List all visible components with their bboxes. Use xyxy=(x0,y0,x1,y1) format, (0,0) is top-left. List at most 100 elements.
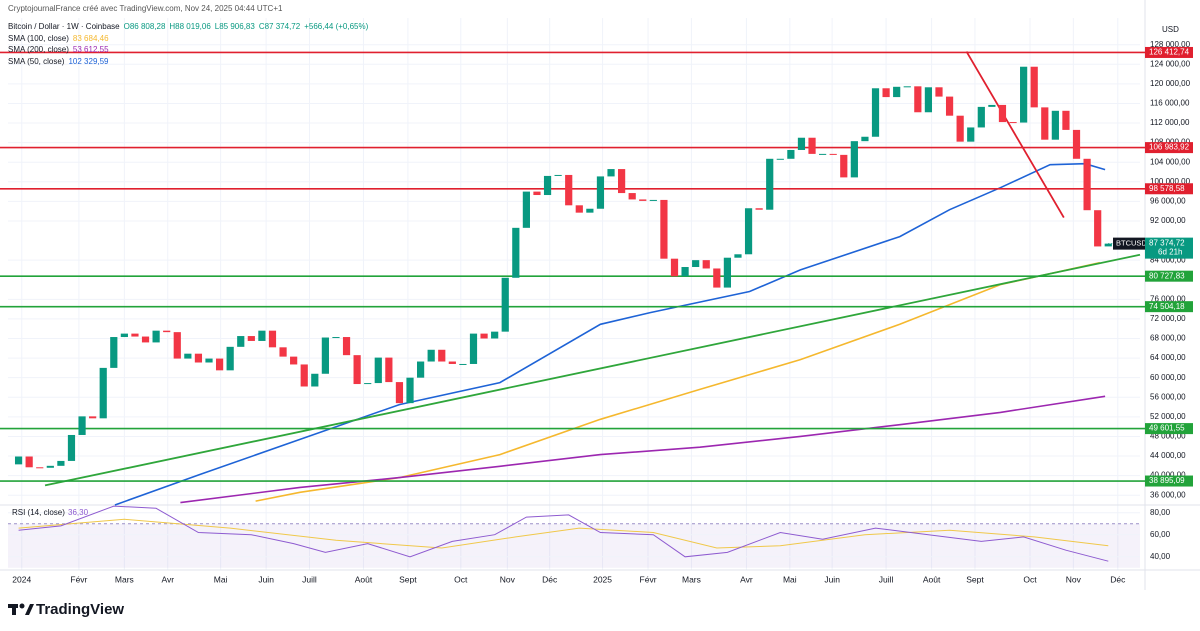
credit: CryptojournalFrance créé avec TradingVie… xyxy=(8,4,283,13)
y-tick-label: 40 000,00 xyxy=(1150,471,1186,480)
level-tag xyxy=(1145,270,1193,282)
candle xyxy=(1062,110,1070,130)
candle xyxy=(723,257,732,288)
level-label: 49 601,55 xyxy=(1149,424,1185,433)
ohlc: L85 906,83 xyxy=(214,21,255,31)
candle xyxy=(998,104,1007,123)
candle xyxy=(586,208,594,213)
candle xyxy=(131,333,139,337)
candle xyxy=(247,336,255,341)
candle xyxy=(374,357,382,384)
candle xyxy=(25,456,33,468)
candle xyxy=(522,191,530,228)
y-tick-label: 36 000,00 xyxy=(1150,490,1186,499)
currency: USD xyxy=(1162,25,1179,34)
candle xyxy=(766,158,774,210)
candle xyxy=(237,336,245,347)
ohlc: O86 808,28 xyxy=(123,21,166,31)
y-tick-label: 120 000,00 xyxy=(1150,79,1191,88)
candle xyxy=(78,416,86,435)
moving-average xyxy=(180,395,1106,504)
candle xyxy=(734,254,742,258)
candle xyxy=(596,176,605,209)
header: CryptojournalFrance créé avec TradingVie… xyxy=(8,3,372,68)
candle xyxy=(416,361,425,378)
candle xyxy=(120,333,128,338)
candle xyxy=(893,86,901,98)
candle xyxy=(554,174,562,176)
y-tick-label: 104 000,00 xyxy=(1150,157,1191,166)
candle xyxy=(660,199,668,259)
level-label: 98 578,58 xyxy=(1149,184,1185,193)
x-tick-label: Juill xyxy=(879,574,894,584)
y-tick-label: 68 000,00 xyxy=(1150,334,1186,343)
candle xyxy=(988,104,996,107)
rsi-ma-line xyxy=(18,518,1109,549)
candle xyxy=(840,154,848,178)
candle xyxy=(173,332,181,359)
x-tick-label: Mars xyxy=(115,574,134,584)
candle xyxy=(871,88,880,137)
candle xyxy=(226,346,234,371)
candle xyxy=(1083,158,1091,211)
candle xyxy=(956,115,964,142)
indicator-value: 53 612,55 xyxy=(72,45,109,55)
x-tick-label: 2025 xyxy=(593,574,612,584)
candle xyxy=(649,199,657,201)
candle xyxy=(1030,66,1038,108)
candle xyxy=(480,333,488,339)
candle xyxy=(1009,122,1017,124)
candle xyxy=(618,169,626,194)
candle xyxy=(543,175,552,196)
candle xyxy=(1072,129,1081,159)
candle xyxy=(99,367,107,419)
x-tick-label: Sept xyxy=(399,574,417,584)
level-label: 106 983,92 xyxy=(1149,143,1190,152)
y-tick-label: 96 000,00 xyxy=(1150,197,1186,206)
indicator-row: SMA (200, close) 53 612,55 xyxy=(8,44,372,56)
rsi-name: RSI (14, close) xyxy=(12,508,65,517)
ohlc: C87 374,72 xyxy=(258,21,301,31)
symbol-title: Bitcoin / Dollar · 1W · Coinbase xyxy=(8,21,120,31)
indicator-name: SMA (200, close) xyxy=(8,45,69,55)
x-tick-label: Avr xyxy=(161,574,174,584)
candle xyxy=(639,199,647,201)
x-tick-label: 2024 xyxy=(12,574,31,584)
x-tick-label: Août xyxy=(923,574,941,584)
candle xyxy=(787,149,795,159)
candle xyxy=(702,260,710,269)
x-tick-label: Juin xyxy=(258,574,274,584)
candle xyxy=(533,191,541,196)
candle xyxy=(1104,243,1112,247)
symbol-legend: Bitcoin / Dollar · 1W · Coinbase O86 808,… xyxy=(8,21,372,33)
candle xyxy=(332,337,340,339)
x-tick-label: Oct xyxy=(454,574,468,584)
y-tick-label: 44 000,00 xyxy=(1150,451,1186,460)
level-tag xyxy=(1145,475,1193,487)
candle xyxy=(808,137,816,154)
candle xyxy=(819,153,827,155)
level-tag xyxy=(1145,46,1193,58)
indicator-row: SMA (50, close) 102 329,59 xyxy=(8,56,372,68)
symbol-label: BTCUSD xyxy=(1116,239,1147,248)
y-tick-label: 72 000,00 xyxy=(1150,314,1186,323)
level-tag xyxy=(1145,423,1193,435)
candle xyxy=(14,456,23,465)
countdown: 6d 21h xyxy=(1158,248,1182,257)
x-tick-label: Déc xyxy=(1110,574,1126,584)
moving-average xyxy=(114,162,1106,506)
candle xyxy=(438,349,446,362)
x-tick-label: Nov xyxy=(1066,574,1082,584)
y-tick-label: 112 000,00 xyxy=(1150,118,1190,127)
candle xyxy=(279,347,287,357)
brand: TradingView xyxy=(36,601,124,618)
indicator-legend: SMA (100, close) 83 684,46 SMA (200, close… xyxy=(8,33,372,68)
candle xyxy=(575,205,583,213)
candle xyxy=(1041,107,1049,140)
y-tick-label: 56 000,00 xyxy=(1150,392,1186,401)
trendline xyxy=(965,51,1065,219)
candle xyxy=(829,153,837,155)
rsi-tick-label: 60,00 xyxy=(1150,530,1171,539)
candle xyxy=(406,377,414,404)
